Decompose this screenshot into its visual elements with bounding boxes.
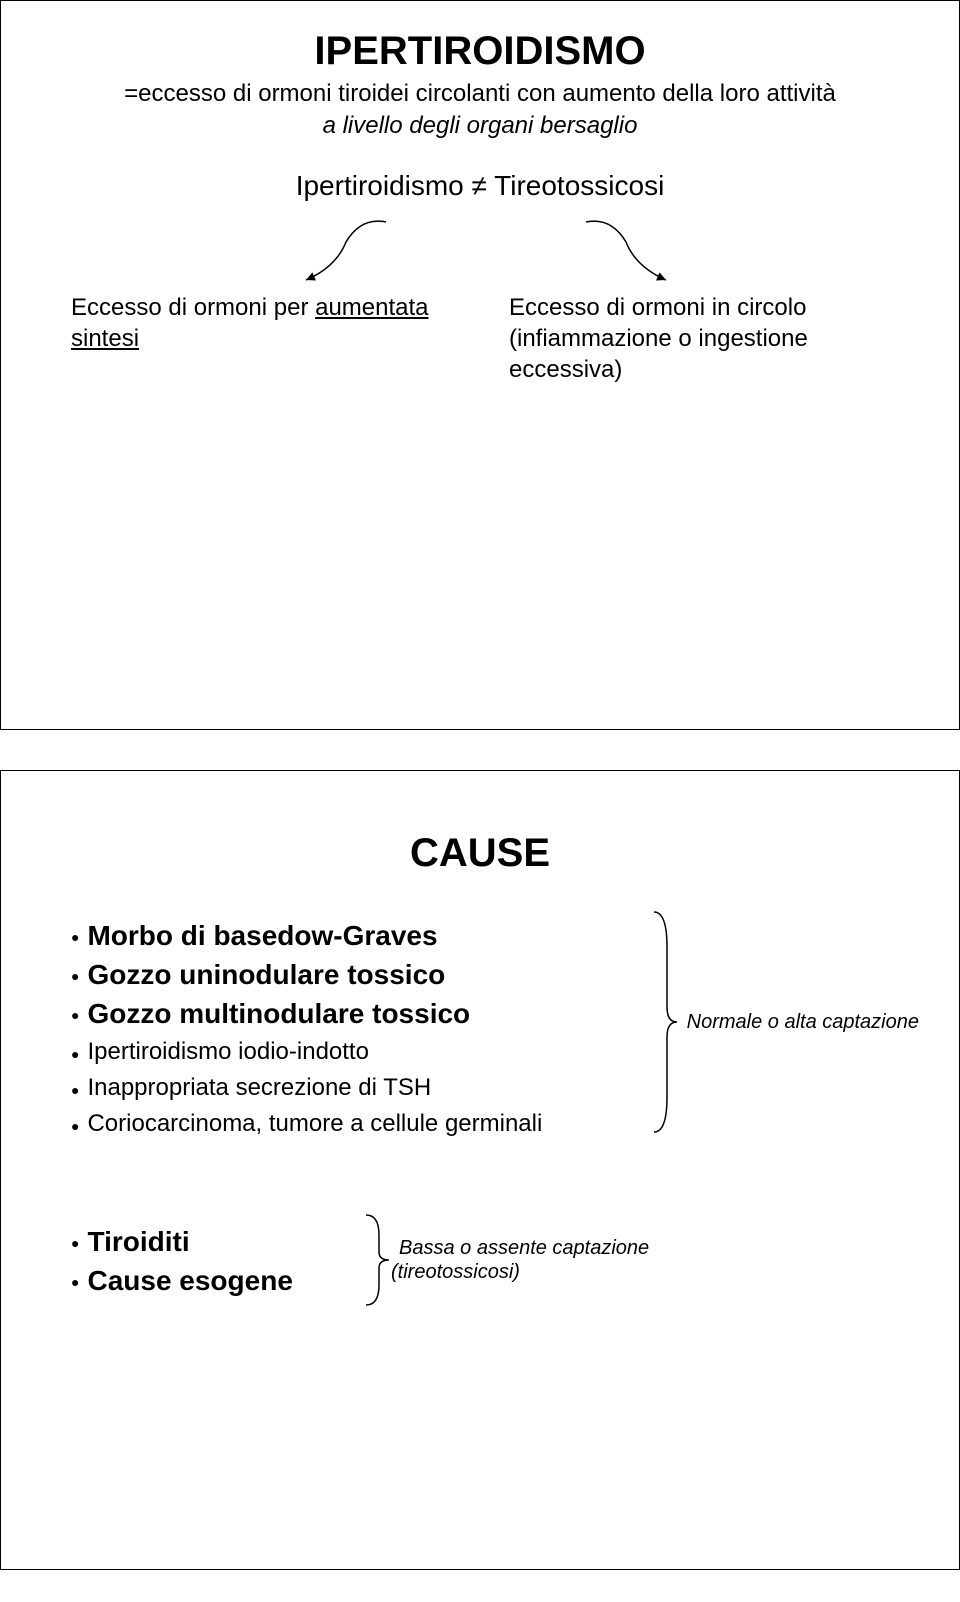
bullet-icon: ● [71, 1116, 79, 1137]
right-text2: (infiammazione o ingestione [509, 325, 808, 352]
right-text1: Eccesso di ormoni in circolo [509, 294, 806, 321]
brace-group-2: Bassa o assente captazione (tireotossico… [361, 1210, 649, 1310]
item-text: Tiroiditi [87, 1222, 189, 1261]
right-text3: eccessiva) [509, 356, 622, 383]
right-column: Eccesso di ormoni in circolo (infiammazi… [509, 292, 889, 386]
cause-title: CAUSE [1, 831, 959, 876]
slide-cause: CAUSE ● Morbo di basedow-Graves ● Gozzo … [0, 770, 960, 1570]
brace-label-2-line2: (tireotossicosi) [391, 1261, 649, 1284]
arrow-left-icon [291, 212, 411, 292]
subtitle-line1: =eccesso di ormoni tiroidei circolanti c… [1, 80, 959, 108]
bullet-icon: ● [71, 1080, 79, 1101]
arrow-right-icon [561, 212, 681, 292]
left-underline1: aumentata [315, 294, 428, 321]
branch-arrows [1, 212, 959, 292]
item-text: Cause esogene [87, 1261, 292, 1300]
bullet-icon: ● [71, 928, 79, 948]
left-column: Eccesso di ormoni per aumentata sintesi [71, 292, 451, 386]
brace-label-2-line1: Bassa o assente captazione [399, 1235, 649, 1261]
left-text1: Eccesso di ormoni per [71, 294, 315, 321]
item-text: Coriocarcinoma, tumore a cellule germina… [87, 1106, 542, 1142]
item-text: Inappropriata secrezione di TSH [87, 1070, 431, 1106]
title: IPERTIROIDISMO [1, 29, 959, 74]
formula-line: Ipertiroidismo ≠ Tireotossicosi [1, 170, 959, 202]
brace-icon [361, 1210, 391, 1310]
two-column-block: Eccesso di ormoni per aumentata sintesi … [1, 292, 959, 386]
brace-group-1: Normale o alta captazione [649, 907, 919, 1137]
brace-label-1: Normale o alta captazione [687, 1011, 919, 1034]
bullet-icon: ● [71, 1044, 79, 1065]
subtitle-line2: a livello degli organi bersaglio [1, 112, 959, 140]
bullet-icon: ● [71, 1006, 79, 1026]
brace-label-2: Bassa o assente captazione (tireotossico… [391, 1235, 649, 1284]
brace-icon [649, 907, 679, 1137]
slide-ipertiroidismo: IPERTIROIDISMO =eccesso di ormoni tiroid… [0, 0, 960, 730]
bullet-icon: ● [71, 1273, 79, 1293]
left-underline2: sintesi [71, 325, 139, 352]
item-text: Gozzo uninodulare tossico [87, 955, 445, 994]
item-text: Ipertiroidismo iodio-indotto [87, 1034, 368, 1070]
bullet-icon: ● [71, 1234, 79, 1254]
item-text: Gozzo multinodulare tossico [87, 994, 470, 1033]
cause-list-2: ● Tiroiditi ● Cause esogene Bassa o asse… [71, 1222, 959, 1300]
bullet-icon: ● [71, 967, 79, 987]
item-text: Morbo di basedow-Graves [87, 916, 437, 955]
